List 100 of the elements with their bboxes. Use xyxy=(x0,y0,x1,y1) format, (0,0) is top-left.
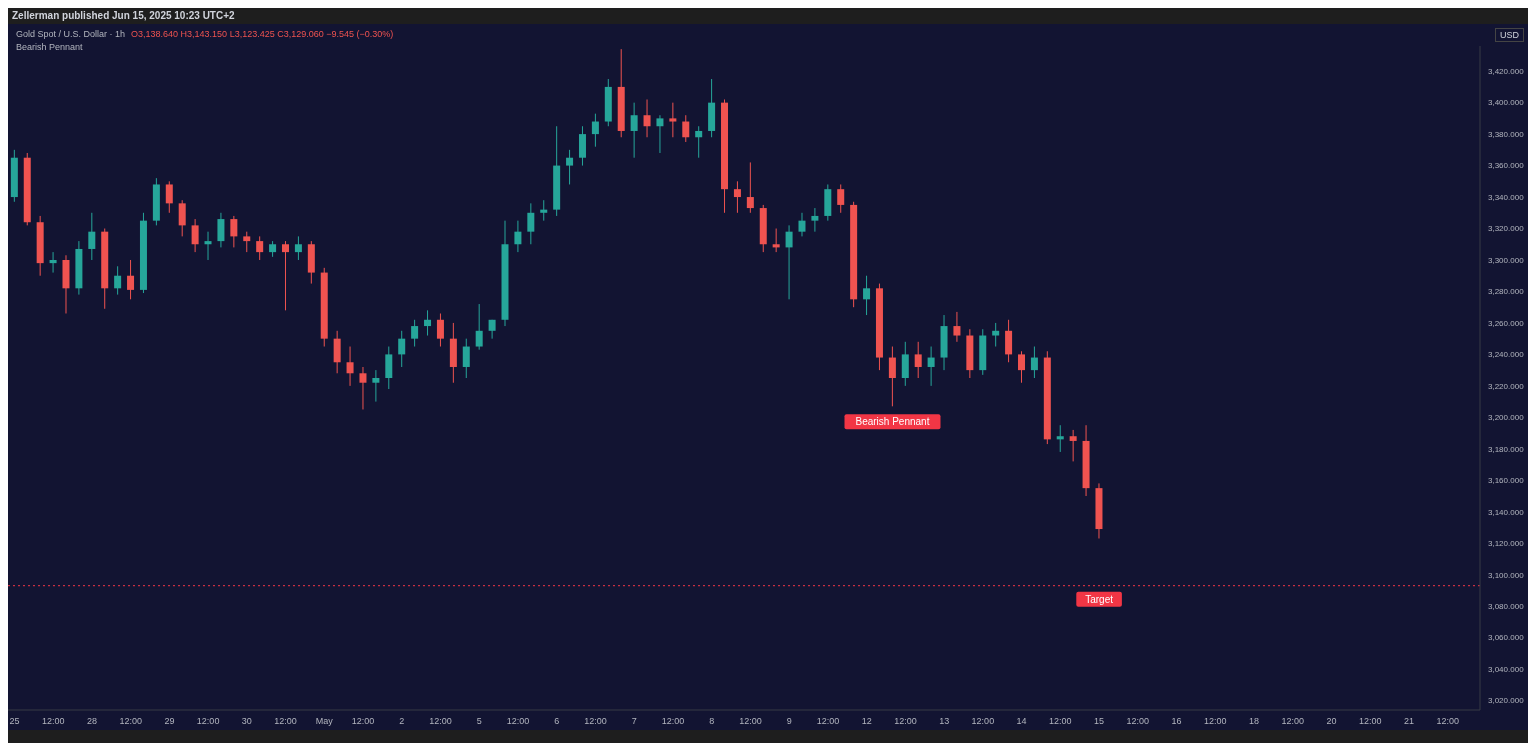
candlestick xyxy=(540,199,548,222)
candlestick xyxy=(527,202,535,245)
chart-title: Gold Spot / U.S. Dollar · 1h xyxy=(16,29,126,39)
x-tick-label: 2 xyxy=(399,716,405,727)
candlestick xyxy=(772,228,780,253)
x-tick-label: 7 xyxy=(631,716,637,727)
y-tick-label: 3,240.000 xyxy=(1488,350,1525,360)
y-tick-label: 3,180.000 xyxy=(1488,444,1525,454)
candlestick xyxy=(49,251,57,274)
y-tick-label: 3,140.000 xyxy=(1488,507,1525,517)
x-tick-label: 9 xyxy=(786,716,792,727)
candlestick xyxy=(372,369,380,403)
candlestick xyxy=(178,199,186,237)
candlestick xyxy=(256,235,264,261)
y-tick-label: 3,060.000 xyxy=(1488,633,1525,643)
candlestick xyxy=(1005,319,1013,363)
x-tick-label: 5 xyxy=(476,716,482,727)
candlestick xyxy=(462,338,470,379)
x-tick-label: 21 xyxy=(1403,716,1414,727)
candlestick xyxy=(398,330,406,368)
x-tick-label: 12:00 xyxy=(274,716,297,727)
candlestick xyxy=(901,341,909,387)
candlestick xyxy=(927,346,935,387)
x-tick-label: 13 xyxy=(939,716,950,727)
candlestick xyxy=(333,330,341,374)
y-axis-title: USD xyxy=(1494,28,1524,42)
x-tick-label: 12:00 xyxy=(1358,716,1382,727)
candlestick xyxy=(127,259,135,300)
candlestick xyxy=(669,102,677,138)
candlestick xyxy=(914,341,922,379)
annotation: Bearish Pennant xyxy=(855,416,930,428)
x-tick-label: 12:00 xyxy=(816,716,840,727)
x-tick-label: 20 xyxy=(1326,716,1337,727)
chart-subtitle: O3,138.640 H3,143.150 L3,123.425 C3,129.060 −9.545 (−0.30%) xyxy=(131,29,394,39)
x-tick-label: 14 xyxy=(1016,716,1027,727)
x-tick-label: 12:00 xyxy=(119,716,142,727)
candlestick xyxy=(1030,346,1038,379)
candlestick xyxy=(191,218,199,253)
x-tick-label: 12:00 xyxy=(584,716,607,727)
candlestick xyxy=(1018,350,1025,384)
y-tick-label: 3,300.000 xyxy=(1488,255,1525,265)
y-tick-label: 3,200.000 xyxy=(1488,413,1525,423)
y-tick-label: 3,420.000 xyxy=(1488,67,1525,77)
x-tick-label: 12:00 xyxy=(41,716,65,727)
y-tick-label: 3,400.000 xyxy=(1488,98,1525,108)
candlestick xyxy=(643,99,651,138)
annotation: Bearish Pennant xyxy=(16,41,84,54)
x-tick-label: 12:00 xyxy=(739,716,762,727)
x-tick-label: 25 xyxy=(9,716,20,727)
x-tick-label: 12:00 xyxy=(506,716,530,727)
x-tick-label: May xyxy=(315,716,334,727)
candlestick xyxy=(475,303,483,351)
candlestick xyxy=(165,180,173,214)
candlestick xyxy=(204,231,212,261)
candlestick xyxy=(514,220,522,253)
candlestick xyxy=(566,149,574,185)
y-tick-label: 3,280.000 xyxy=(1488,287,1525,297)
candlestick xyxy=(785,224,793,300)
candlestick xyxy=(359,366,367,410)
x-tick-label: 30 xyxy=(241,716,252,727)
x-tick-label: 15 xyxy=(1094,716,1105,727)
y-tick-label: 3,160.000 xyxy=(1488,476,1525,486)
candlestick xyxy=(230,215,238,248)
x-tick-label: 16 xyxy=(1171,716,1182,727)
y-tick-label: 3,080.000 xyxy=(1488,601,1525,611)
y-tick-label: 3,260.000 xyxy=(1488,318,1525,328)
candlestick xyxy=(695,125,703,159)
candlestick xyxy=(88,212,96,261)
candlestick xyxy=(992,322,1000,348)
candlestick xyxy=(863,275,871,316)
candlestick xyxy=(114,265,122,296)
y-tick-label: 3,380.000 xyxy=(1488,129,1525,139)
x-tick-label: 12:00 xyxy=(351,716,375,727)
y-tick-label: 3,020.000 xyxy=(1488,696,1525,706)
candlestick xyxy=(837,183,845,214)
candlestick xyxy=(630,102,638,159)
candlestick xyxy=(217,212,225,248)
y-tick-label: 3,320.000 xyxy=(1488,224,1525,234)
y-tick-label: 3,100.000 xyxy=(1488,570,1525,580)
x-tick-label: 12:00 xyxy=(1281,716,1305,727)
ref-line-label: Target xyxy=(1085,593,1114,605)
text: Zellerman published Jun 15, 2025 10:23 UTC+2 xyxy=(11,9,236,23)
x-tick-label: 12:00 xyxy=(971,716,995,727)
candlestick xyxy=(746,161,754,214)
candlestick xyxy=(1056,424,1064,453)
candlestick xyxy=(411,319,419,348)
x-tick-label: 28 xyxy=(86,716,97,727)
x-tick-label: 12:00 xyxy=(1126,716,1150,727)
x-tick-label: 12:00 xyxy=(196,716,220,727)
candlestick xyxy=(1069,429,1077,462)
y-tick-label: 3,360.000 xyxy=(1488,161,1525,171)
y-tick-label: 3,220.000 xyxy=(1488,381,1525,391)
x-tick-label: 12:00 xyxy=(429,716,452,727)
candlestick xyxy=(385,346,393,390)
x-tick-label: 6 xyxy=(554,716,560,727)
candlestick xyxy=(811,207,819,233)
candlestick xyxy=(436,312,444,348)
candlestick xyxy=(591,113,599,148)
candlestick xyxy=(294,235,302,261)
x-tick-label: 29 xyxy=(164,716,175,727)
